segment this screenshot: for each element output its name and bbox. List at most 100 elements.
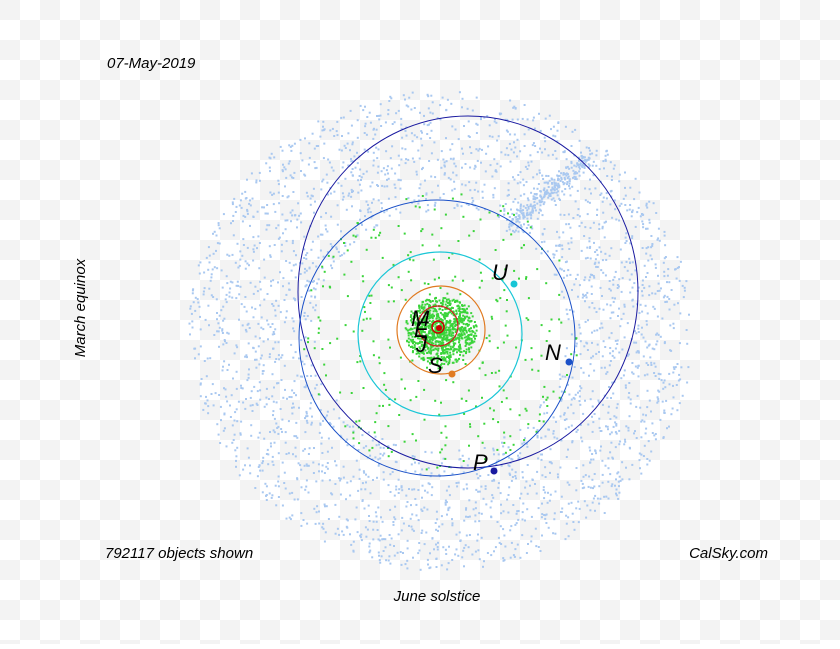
object-dot: [517, 174, 520, 176]
object-dot: [366, 116, 369, 118]
object-dot: [358, 477, 361, 480]
object-dot: [475, 181, 478, 184]
object-dot: [379, 452, 382, 455]
object-dot: [614, 446, 617, 449]
date: 07-May-2019: [107, 55, 196, 72]
object-dot: [411, 351, 414, 354]
object-dot: [244, 296, 247, 298]
object-dot: [199, 328, 202, 331]
object-dot: [304, 137, 306, 140]
object-dot: [441, 337, 444, 340]
object-dot: [400, 158, 403, 161]
object-dot: [468, 136, 471, 138]
object-dot: [580, 154, 583, 157]
object-dot: [497, 421, 500, 424]
object-dot: [475, 488, 478, 491]
object-dot: [628, 208, 631, 211]
object-dot: [362, 387, 365, 389]
object-dot: [428, 293, 431, 296]
object-dot: [287, 162, 290, 165]
object-dot: [446, 298, 448, 301]
object-dot: [406, 567, 409, 570]
object-dot: [217, 222, 220, 225]
object-dot: [442, 352, 445, 355]
object-dot: [412, 529, 415, 532]
object-dot: [236, 280, 239, 283]
object-dot: [635, 351, 638, 354]
object-dot: [433, 333, 436, 335]
object-dot: [454, 325, 457, 327]
object-dot: [615, 424, 618, 427]
object-dot: [460, 193, 463, 196]
object-dot: [249, 281, 252, 284]
object-dot: [383, 185, 386, 188]
object-dot: [446, 350, 449, 353]
object-dot: [657, 282, 660, 285]
object-dot: [521, 209, 523, 212]
object-dot: [510, 222, 512, 225]
object-dot: [269, 326, 272, 328]
object-dot: [361, 482, 364, 485]
object-dot: [586, 246, 589, 249]
object-dot: [627, 426, 630, 429]
object-dot: [489, 407, 492, 410]
object-dot: [451, 322, 454, 325]
object-dot: [480, 512, 483, 515]
object-dot: [519, 203, 522, 206]
object-dot: [589, 276, 592, 279]
object-dot: [556, 140, 559, 143]
object-dot: [452, 381, 455, 384]
object-dot: [312, 187, 315, 190]
object-dot: [252, 316, 255, 319]
object-dot: [525, 277, 527, 280]
object-dot: [596, 266, 599, 268]
object-dot: [583, 486, 586, 489]
object-dot: [624, 386, 627, 389]
object-dot: [572, 521, 575, 523]
object-dot: [465, 202, 468, 205]
object-dot: [609, 433, 612, 436]
object-dot: [421, 496, 423, 499]
object-dot: [246, 447, 249, 450]
object-dot: [218, 227, 221, 230]
object-dot: [647, 440, 650, 443]
object-dot: [262, 456, 265, 459]
object-dot: [317, 145, 320, 147]
object-dot: [626, 209, 629, 212]
object-dot: [459, 320, 462, 323]
object-dot: [544, 476, 547, 478]
object-dot: [654, 263, 657, 266]
object-dot: [618, 173, 621, 176]
object-dot: [656, 396, 659, 399]
object-dot: [605, 197, 608, 200]
object-dot: [564, 178, 567, 181]
object-dot: [417, 342, 419, 345]
object-dot: [372, 538, 375, 541]
object-dot: [322, 279, 325, 282]
object-dot: [467, 347, 470, 350]
object-dot: [411, 91, 414, 94]
object-dot: [570, 501, 573, 504]
object-dot: [574, 200, 577, 203]
object-dot: [522, 502, 525, 505]
object-dot: [566, 177, 569, 179]
object-dot: [519, 150, 522, 153]
object-dot: [382, 550, 385, 552]
object-dot: [516, 118, 519, 121]
object-dot: [522, 231, 525, 234]
object-dot: [417, 194, 420, 197]
object-dot: [465, 343, 468, 346]
object-dot: [535, 545, 538, 548]
object-dot: [274, 484, 277, 487]
object-dot: [592, 160, 595, 163]
object-dot: [527, 224, 530, 226]
object-dot: [434, 303, 437, 306]
object-dot: [260, 316, 263, 319]
inner-orbits: [431, 320, 445, 334]
object-dot: [593, 276, 596, 279]
object-dot: [532, 195, 535, 198]
object-dot: [404, 298, 407, 301]
object-dot: [304, 254, 307, 257]
object-dot: [570, 424, 573, 427]
object-dot: [291, 412, 294, 415]
